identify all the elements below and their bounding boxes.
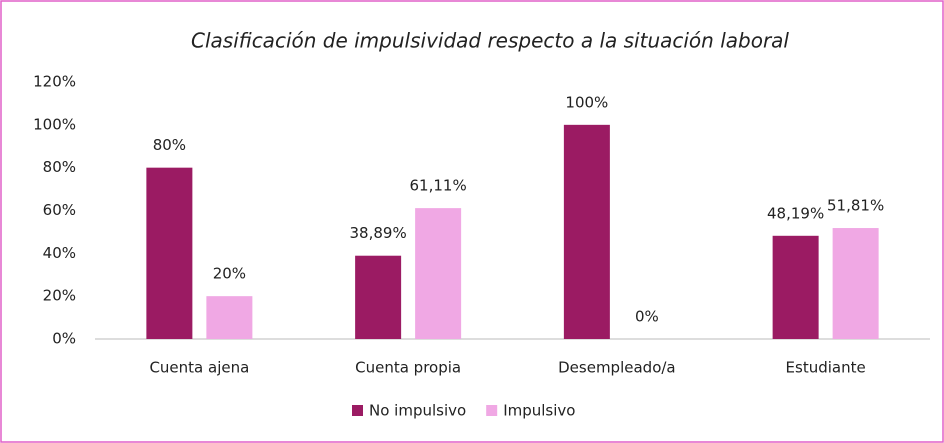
- y-tick-label: 20%: [43, 287, 76, 305]
- bar: [206, 296, 253, 339]
- y-tick-label: 60%: [43, 201, 76, 219]
- bar: [415, 208, 462, 339]
- data-label: 61,11%: [410, 177, 467, 195]
- data-label: 38,89%: [350, 224, 407, 242]
- x-tick-label: Cuenta ajena: [149, 359, 249, 377]
- y-tick-label: 120%: [33, 73, 76, 91]
- data-label: 100%: [565, 93, 608, 111]
- data-label: 48,19%: [767, 204, 824, 222]
- chart-title: Clasificación de impulsividad respecto a…: [191, 29, 789, 53]
- y-tick-label: 80%: [43, 158, 76, 176]
- bar: [146, 167, 193, 339]
- bar: [355, 255, 402, 339]
- bar: [563, 124, 610, 339]
- data-label: 51,81%: [827, 197, 884, 215]
- legend-label: Impulsivo: [503, 402, 575, 420]
- legend-swatch: [486, 405, 498, 416]
- data-label: 20%: [213, 265, 246, 283]
- y-tick-label: 0%: [52, 330, 76, 348]
- x-tick-label: Estudiante: [786, 359, 866, 377]
- legend-label: No impulsivo: [369, 402, 466, 420]
- x-tick-label: Cuenta propia: [355, 359, 461, 377]
- y-tick-label: 40%: [43, 244, 76, 262]
- legend-swatch: [352, 405, 363, 416]
- data-label: 80%: [153, 136, 186, 154]
- data-label: 0%: [635, 308, 659, 326]
- bar: [772, 235, 819, 339]
- bar: [832, 228, 879, 339]
- y-tick-label: 100%: [33, 115, 76, 133]
- x-tick-label: Desempleado/a: [558, 359, 676, 377]
